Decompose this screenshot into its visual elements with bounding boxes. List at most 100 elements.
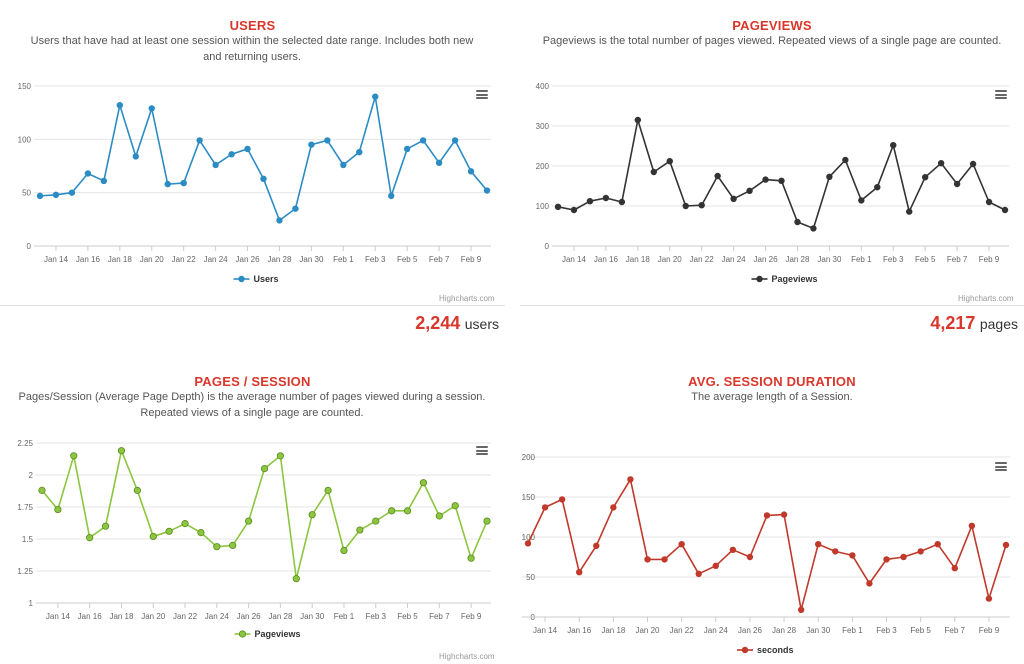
pages_per_session-point[interactable]: [467, 554, 475, 562]
pageviews-point[interactable]: [794, 218, 801, 226]
avg_session_duration-point[interactable]: [627, 476, 634, 483]
users-point[interactable]: [68, 189, 76, 196]
pages_per_session-point[interactable]: [101, 522, 110, 530]
avg_session_duration-point[interactable]: [815, 541, 822, 548]
users-point[interactable]: [356, 148, 363, 156]
pageviews-point[interactable]: [969, 160, 977, 168]
pageviews-point[interactable]: [650, 168, 657, 176]
pages_per_session-point[interactable]: [181, 520, 189, 528]
pages_per_session-point[interactable]: [292, 575, 300, 583]
pages_per_session-legend-item[interactable]: Pageviews: [234, 629, 301, 639]
users-point[interactable]: [180, 179, 187, 187]
pageviews-point[interactable]: [698, 202, 705, 209]
users-chart-menu-icon[interactable]: [476, 90, 488, 99]
pageviews-chart-menu-icon[interactable]: [995, 90, 1007, 99]
avg_session_duration-point[interactable]: [763, 512, 771, 519]
avg_session_duration-point[interactable]: [678, 541, 685, 548]
users-point[interactable]: [228, 151, 235, 158]
pages_per_session-point[interactable]: [133, 486, 141, 494]
avg_session_duration-point[interactable]: [558, 496, 566, 503]
pages_per_session-point[interactable]: [308, 511, 316, 519]
avg_session_duration-point[interactable]: [1002, 541, 1010, 549]
users-point[interactable]: [483, 187, 491, 194]
avg_session_duration-point[interactable]: [695, 570, 702, 577]
pageviews-point[interactable]: [937, 160, 945, 167]
pageviews-point[interactable]: [570, 206, 578, 214]
pageviews-point[interactable]: [586, 198, 594, 205]
avg_session_duration-point[interactable]: [951, 565, 958, 572]
users-point[interactable]: [292, 205, 299, 212]
users-point[interactable]: [132, 153, 139, 160]
users-point[interactable]: [212, 161, 219, 169]
pageviews-point[interactable]: [762, 176, 769, 183]
avg_session_duration-point[interactable]: [746, 553, 754, 561]
avg_session_duration-point[interactable]: [934, 541, 941, 548]
pages_per_session-point[interactable]: [260, 465, 269, 473]
pages_per_session-point[interactable]: [324, 486, 332, 494]
avg_session_duration-point[interactable]: [524, 540, 532, 547]
avg_session_duration-point[interactable]: [797, 606, 805, 613]
pageviews-point[interactable]: [921, 174, 929, 181]
users-point[interactable]: [324, 137, 331, 144]
users-point[interactable]: [419, 137, 427, 144]
pageviews-point[interactable]: [730, 195, 737, 202]
pages_per_session-point[interactable]: [117, 447, 126, 455]
pageviews-point[interactable]: [682, 202, 689, 210]
pages_per_session-point[interactable]: [86, 534, 94, 542]
pageviews-point[interactable]: [666, 158, 673, 165]
pages_per_session-point[interactable]: [229, 541, 237, 549]
pageviews-point[interactable]: [842, 156, 849, 164]
users-point[interactable]: [84, 170, 92, 177]
pageviews-point[interactable]: [826, 173, 833, 180]
pages_per_session-point[interactable]: [403, 507, 412, 515]
avg_session_duration-point[interactable]: [729, 546, 737, 553]
pageviews-point[interactable]: [602, 194, 610, 202]
users-point[interactable]: [435, 159, 443, 166]
pageviews-point[interactable]: [1001, 206, 1009, 214]
pageviews-point[interactable]: [810, 225, 817, 232]
pageviews-point[interactable]: [746, 187, 753, 194]
avg_session_duration-point[interactable]: [593, 542, 600, 549]
pages_per_session-point[interactable]: [356, 526, 364, 534]
pages_per_session-point[interactable]: [451, 502, 459, 510]
pages_per_session-point[interactable]: [245, 517, 253, 525]
pages_per_session-point[interactable]: [149, 532, 157, 541]
users-point[interactable]: [116, 102, 124, 109]
users-point[interactable]: [164, 180, 171, 188]
pages_per_session-point[interactable]: [197, 529, 205, 537]
pages_per_session-point[interactable]: [340, 546, 348, 555]
users-point[interactable]: [403, 145, 411, 153]
pageviews-point[interactable]: [618, 198, 626, 206]
avg_session_duration-point[interactable]: [610, 504, 617, 511]
users-point[interactable]: [340, 161, 347, 169]
users-point[interactable]: [451, 137, 459, 144]
avg_session_duration-point[interactable]: [644, 556, 651, 563]
pages_per_session-point[interactable]: [372, 517, 380, 525]
pageviews-point[interactable]: [634, 116, 642, 124]
avg_session_duration-point[interactable]: [883, 556, 890, 563]
users-point[interactable]: [467, 168, 475, 175]
pageviews-legend-item[interactable]: Pageviews: [751, 274, 818, 284]
pages-per-session-chart-menu-icon[interactable]: [476, 446, 488, 455]
avg-session-duration-chart-menu-icon[interactable]: [995, 462, 1007, 471]
pages_per_session-point[interactable]: [419, 479, 428, 487]
pageviews-point[interactable]: [906, 208, 913, 215]
avg_session_duration-point[interactable]: [661, 556, 668, 563]
avg_session_duration-point[interactable]: [917, 548, 924, 555]
pages-per-session-highcharts-credit[interactable]: Highcharts.com: [439, 652, 495, 661]
pages_per_session-point[interactable]: [276, 452, 284, 460]
avg_session_duration-point[interactable]: [780, 511, 788, 518]
users-point[interactable]: [388, 192, 395, 200]
avg_session_duration-point[interactable]: [968, 522, 976, 529]
avg_session_duration-point[interactable]: [832, 548, 839, 555]
pageviews-point[interactable]: [874, 184, 881, 191]
users-point[interactable]: [100, 177, 108, 185]
pageviews-point[interactable]: [953, 180, 961, 188]
pageviews-point[interactable]: [985, 198, 993, 206]
users-point[interactable]: [36, 192, 44, 200]
users-legend-item[interactable]: Users: [233, 274, 279, 284]
users-point[interactable]: [260, 175, 267, 182]
pages_per_session-point[interactable]: [435, 512, 443, 520]
avg_session_duration-point[interactable]: [985, 595, 993, 602]
pageviews-point[interactable]: [890, 142, 897, 149]
